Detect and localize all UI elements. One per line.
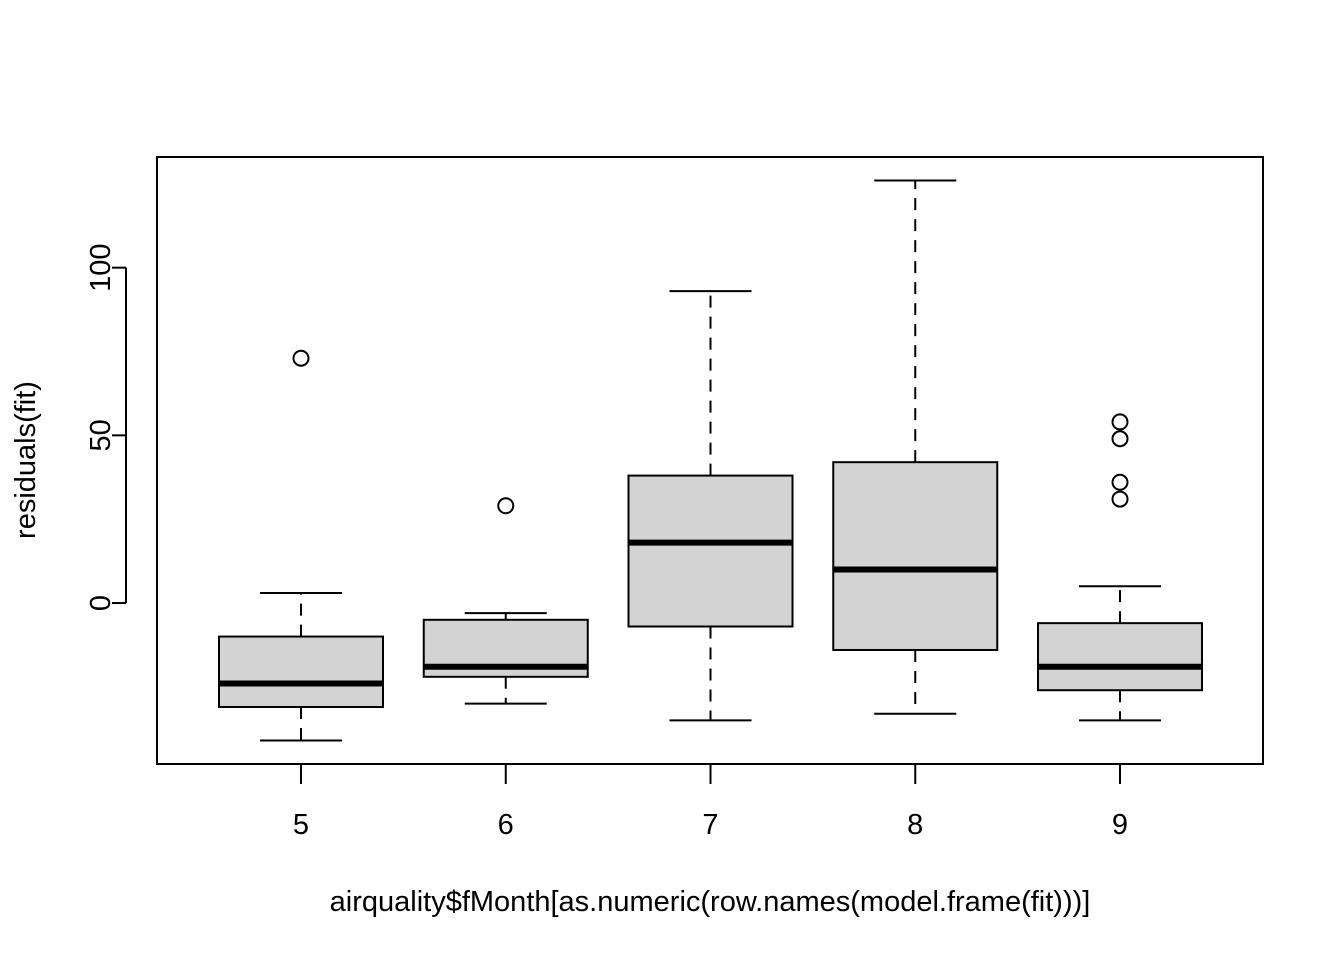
box-7 xyxy=(627,290,794,722)
y-tick-label: 0 xyxy=(85,595,117,611)
box-5 xyxy=(218,349,384,742)
y-axis-title: residuals(fit) xyxy=(10,381,42,539)
outlier-point xyxy=(1111,490,1129,508)
outlier-point xyxy=(497,497,515,515)
outlier-point xyxy=(1111,430,1129,448)
x-tick-label: 5 xyxy=(293,809,309,841)
box-6 xyxy=(422,497,589,705)
y-axis: 0 50 100 xyxy=(85,243,127,611)
box-iqr xyxy=(1037,622,1203,692)
y-tick-label: 100 xyxy=(85,243,117,291)
outlier-point xyxy=(292,349,310,367)
box-9 xyxy=(1037,413,1203,722)
x-tick-label: 9 xyxy=(1112,809,1128,841)
box-8 xyxy=(832,179,999,715)
outlier-point xyxy=(1111,473,1129,491)
box-iqr xyxy=(218,635,384,708)
x-axis-title: airquality$fMonth[as.numeric(row.names(m… xyxy=(330,886,1091,918)
box-group xyxy=(218,179,1203,742)
outlier-point xyxy=(1111,413,1129,431)
x-tick-label: 6 xyxy=(498,809,514,841)
x-axis: 5 6 7 8 9 xyxy=(293,763,1128,841)
y-tick-label: 50 xyxy=(85,419,117,451)
x-tick-label: 8 xyxy=(907,809,923,841)
box-iqr xyxy=(627,474,794,628)
x-tick-label: 7 xyxy=(702,809,718,841)
box-iqr xyxy=(832,461,999,651)
